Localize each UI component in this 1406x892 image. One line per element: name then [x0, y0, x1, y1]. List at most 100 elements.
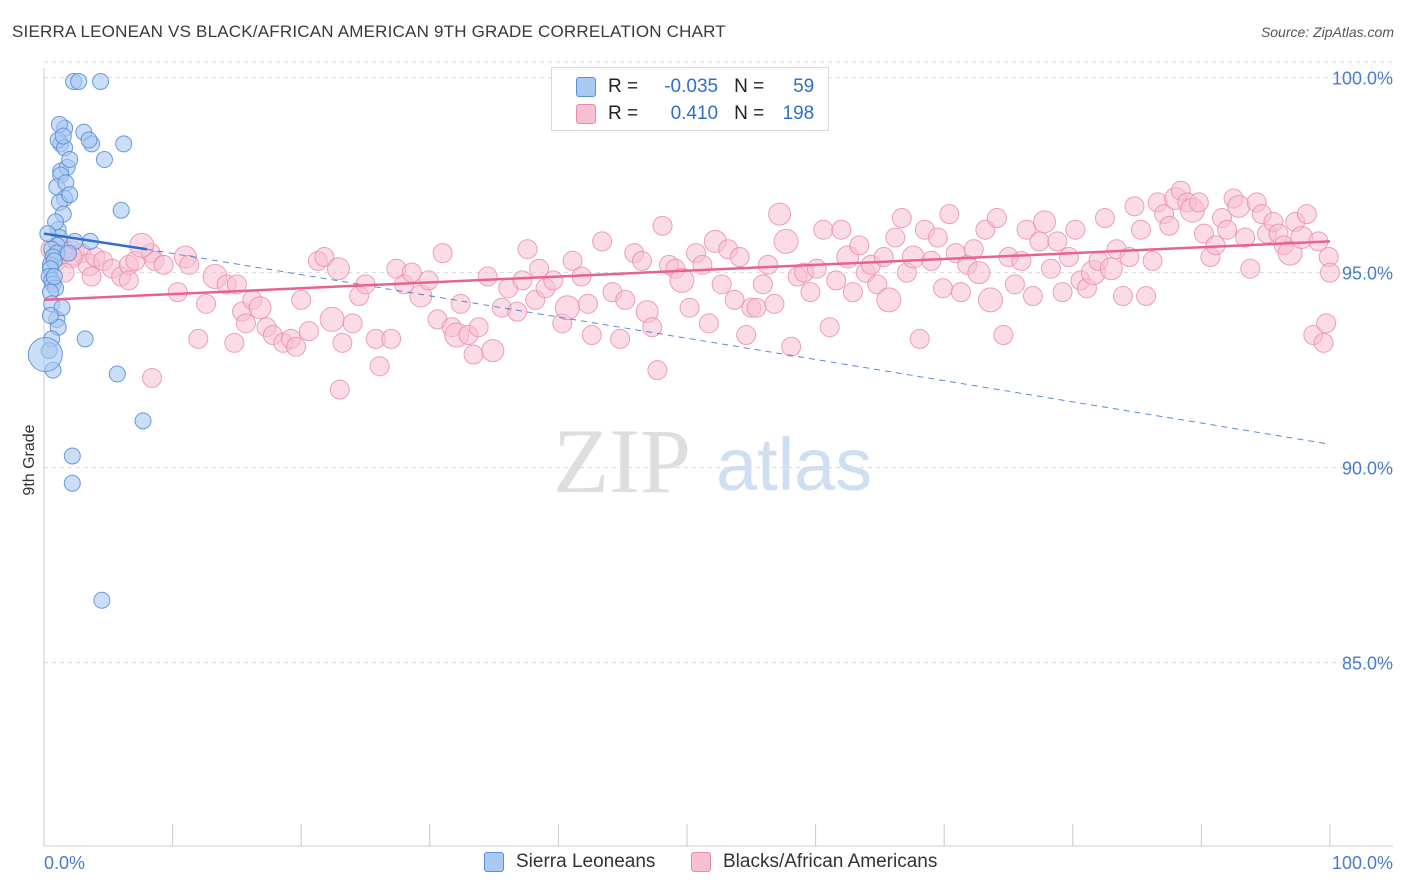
- pink-point: [1159, 215, 1180, 236]
- pink-point: [342, 313, 363, 334]
- blue-point: [54, 127, 72, 145]
- legend-r-value: -0.035: [664, 76, 719, 97]
- pink-point: [1320, 262, 1340, 283]
- pink-point: [319, 306, 345, 332]
- pink-point: [826, 270, 847, 291]
- pink-point: [752, 274, 773, 295]
- legend-n-label: N =: [734, 103, 765, 124]
- pink-point: [329, 379, 350, 400]
- pink-point: [562, 250, 583, 271]
- pink-point: [517, 239, 538, 260]
- pink-point: [950, 282, 971, 303]
- pink-point: [698, 313, 719, 334]
- blue-point: [134, 412, 152, 430]
- pink-point: [381, 328, 402, 349]
- pink-point: [1004, 274, 1025, 295]
- bottom-legend-swatch-pink: [691, 852, 711, 872]
- pink-point: [1094, 208, 1115, 229]
- pink-point: [577, 293, 598, 314]
- pink-point: [1142, 250, 1163, 271]
- series-sierra-leoneans: [27, 73, 152, 609]
- pink-point: [1124, 196, 1145, 217]
- pink-point: [939, 204, 960, 225]
- bottom-legend-label: Blacks/African Americans: [723, 851, 938, 872]
- blue-point: [47, 213, 65, 231]
- pink-point: [543, 270, 564, 291]
- pink-point: [167, 282, 188, 303]
- bottom-legend-blacks-african-americans: Blacks/African Americans: [691, 851, 937, 873]
- y-tick-label: 85.0%: [1342, 654, 1393, 674]
- y-tick-label: 90.0%: [1342, 459, 1393, 479]
- legend-n-value: 198: [782, 103, 815, 124]
- pink-point: [554, 295, 580, 321]
- blue-point: [80, 131, 98, 149]
- pink-point: [615, 289, 636, 310]
- y-tick-label: 95.0%: [1342, 264, 1393, 284]
- pink-point: [729, 247, 750, 268]
- x-tick-labels: 0.0% 100.0%: [44, 853, 1393, 873]
- pink-point: [1033, 210, 1057, 234]
- pink-point: [647, 360, 668, 381]
- pink-point: [736, 325, 757, 346]
- pink-point: [1099, 257, 1123, 281]
- pink-point: [1235, 227, 1256, 248]
- pink-point: [432, 243, 453, 264]
- pink-point: [1040, 258, 1061, 279]
- pink-point: [196, 293, 217, 314]
- pink-point: [226, 274, 247, 295]
- pink-point: [986, 208, 1007, 229]
- pink-point: [1058, 247, 1079, 268]
- pink-point: [768, 202, 792, 226]
- pink-point: [1217, 219, 1238, 240]
- blue-point: [63, 447, 81, 465]
- y-axis-title: 9th Grade: [21, 424, 38, 495]
- pink-point: [369, 356, 390, 377]
- pink-point: [1052, 282, 1073, 303]
- pink-point: [711, 274, 732, 295]
- pink-point: [781, 336, 802, 357]
- trend-line-sierra-leoneans-dashed: [146, 248, 1331, 445]
- y-tick-labels: 85.0% 90.0% 95.0% 100.0%: [1332, 69, 1393, 674]
- legend-row-sierra-leoneans: R = -0.035 N = 59: [576, 75, 814, 99]
- pink-point: [1022, 286, 1043, 307]
- pink-point: [1119, 247, 1140, 268]
- legend-r-value: 0.410: [670, 103, 719, 124]
- pink-point: [993, 325, 1014, 346]
- pink-point: [1136, 286, 1157, 307]
- pink-point: [831, 219, 852, 240]
- pink-point: [153, 254, 174, 275]
- pink-point: [332, 332, 353, 353]
- chart-title: SIERRA LEONEAN VS BLACK/AFRICAN AMERICAN…: [12, 22, 726, 41]
- legend-swatch-pink: [576, 104, 596, 124]
- axes: [43, 68, 1393, 847]
- pink-point: [298, 321, 319, 342]
- pink-point: [967, 261, 991, 285]
- pink-point: [1227, 194, 1251, 218]
- pink-point: [927, 227, 948, 248]
- source-label: Source: ZipAtlas.com: [1260, 24, 1394, 40]
- pink-point: [248, 296, 272, 320]
- blue-point: [115, 135, 133, 153]
- pink-point: [867, 274, 888, 295]
- watermark-atlas: atlas: [716, 423, 872, 506]
- pink-point: [652, 215, 673, 236]
- pink-point: [450, 293, 471, 314]
- pink-point: [401, 262, 422, 283]
- pink-point: [188, 328, 209, 349]
- x-tick-label: 0.0%: [44, 853, 85, 873]
- pink-point: [849, 235, 870, 256]
- blue-point: [45, 268, 63, 286]
- watermark: ZIP atlas: [553, 410, 872, 512]
- pink-point: [1112, 286, 1133, 307]
- legend-n-value: 59: [793, 76, 815, 97]
- pink-point: [463, 344, 484, 365]
- pink-point: [842, 282, 863, 303]
- legend-row-blacks-african-americans: R = 0.410 N = 198: [576, 102, 814, 126]
- pink-point: [669, 267, 695, 293]
- pink-point: [800, 282, 821, 303]
- pink-point: [746, 297, 767, 318]
- pink-point: [1240, 258, 1261, 279]
- y-tick-label: 100.0%: [1332, 69, 1393, 89]
- pink-point: [977, 287, 1003, 313]
- blue-point: [61, 151, 79, 169]
